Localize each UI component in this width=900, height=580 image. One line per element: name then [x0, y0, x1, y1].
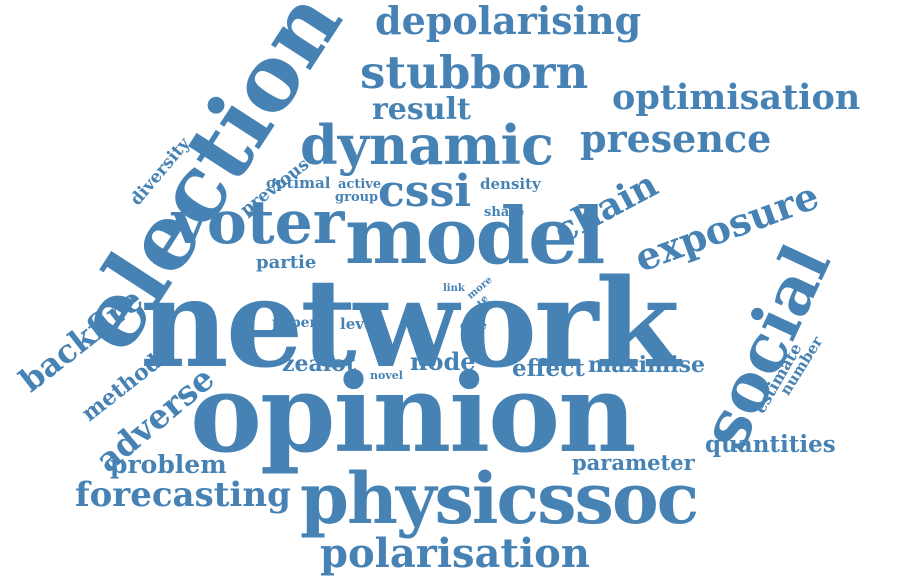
word-parameter: parameter [572, 450, 695, 475]
word-partie: partie [256, 252, 317, 273]
word-dynamic: dynamic [300, 113, 554, 177]
word-presence: presence [580, 116, 772, 161]
word-case: case [460, 319, 488, 332]
word-result: result [372, 92, 471, 127]
word-voter: voter [172, 188, 345, 258]
word-link: link [443, 283, 465, 294]
word-share: share [484, 205, 525, 220]
word-cssi: cssi [378, 166, 472, 217]
word-effect: effect [512, 355, 585, 382]
word-active: active [338, 177, 382, 192]
word-model: model [345, 191, 605, 282]
word-level: level [340, 315, 380, 333]
word-problem: problem [110, 450, 227, 479]
word-network: network [140, 251, 680, 395]
word-stubborn: stubborn [360, 46, 589, 99]
word-maximise: maximise [588, 352, 706, 378]
word-forecasting: forecasting [75, 475, 291, 515]
word-optimisation: optimisation [612, 77, 861, 118]
word-group: group [335, 190, 379, 205]
word-depolarising: depolarising [375, 0, 642, 43]
word-zealot: zealot [282, 351, 356, 377]
word-density: density [480, 175, 541, 193]
word-optimal: optimal [266, 174, 331, 192]
word-opinion: opinion [190, 351, 637, 477]
word-paper: paper [272, 315, 317, 331]
word-node: node [410, 347, 476, 376]
word-quantities: quantities [705, 431, 836, 458]
word-novel: novel [370, 369, 403, 382]
word-physicssoc: physicssoc [300, 457, 699, 540]
word-polarisation: polarisation [320, 530, 590, 577]
